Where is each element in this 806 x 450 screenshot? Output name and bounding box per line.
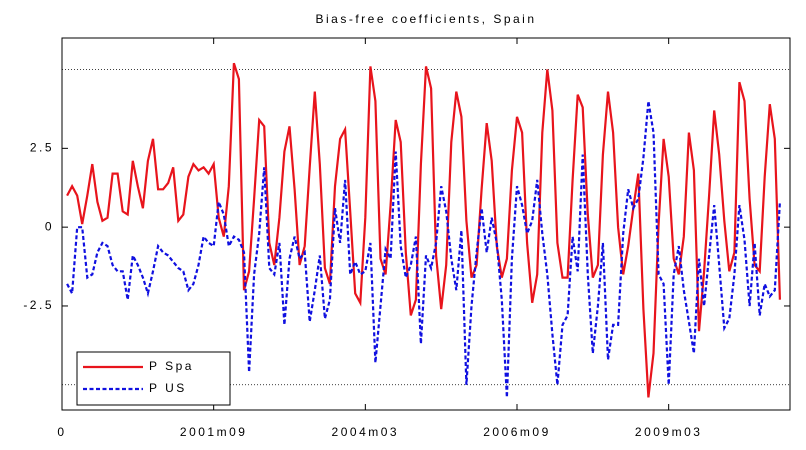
x-tick-label: 2001m09 — [180, 425, 248, 439]
legend-label: P US — [149, 381, 187, 395]
data-line — [66, 62, 781, 398]
legend-label: P Spa — [149, 359, 194, 373]
y-tick-label: 2.5 — [30, 141, 54, 155]
chart-title: Bias-free coefficients, Spain — [315, 12, 536, 26]
data-line — [66, 100, 781, 398]
x-tick-label: 2006m09 — [483, 425, 551, 439]
y-tick-label: 0 — [45, 219, 54, 233]
plot-frame — [61, 37, 791, 411]
x-tick-label: 2004m03 — [332, 425, 400, 439]
x-tick-label: 0 — [57, 425, 66, 439]
x-tick-label: 2009m03 — [635, 425, 703, 439]
legend-box — [76, 351, 231, 406]
y-tick-label: -2.5 — [23, 298, 54, 312]
